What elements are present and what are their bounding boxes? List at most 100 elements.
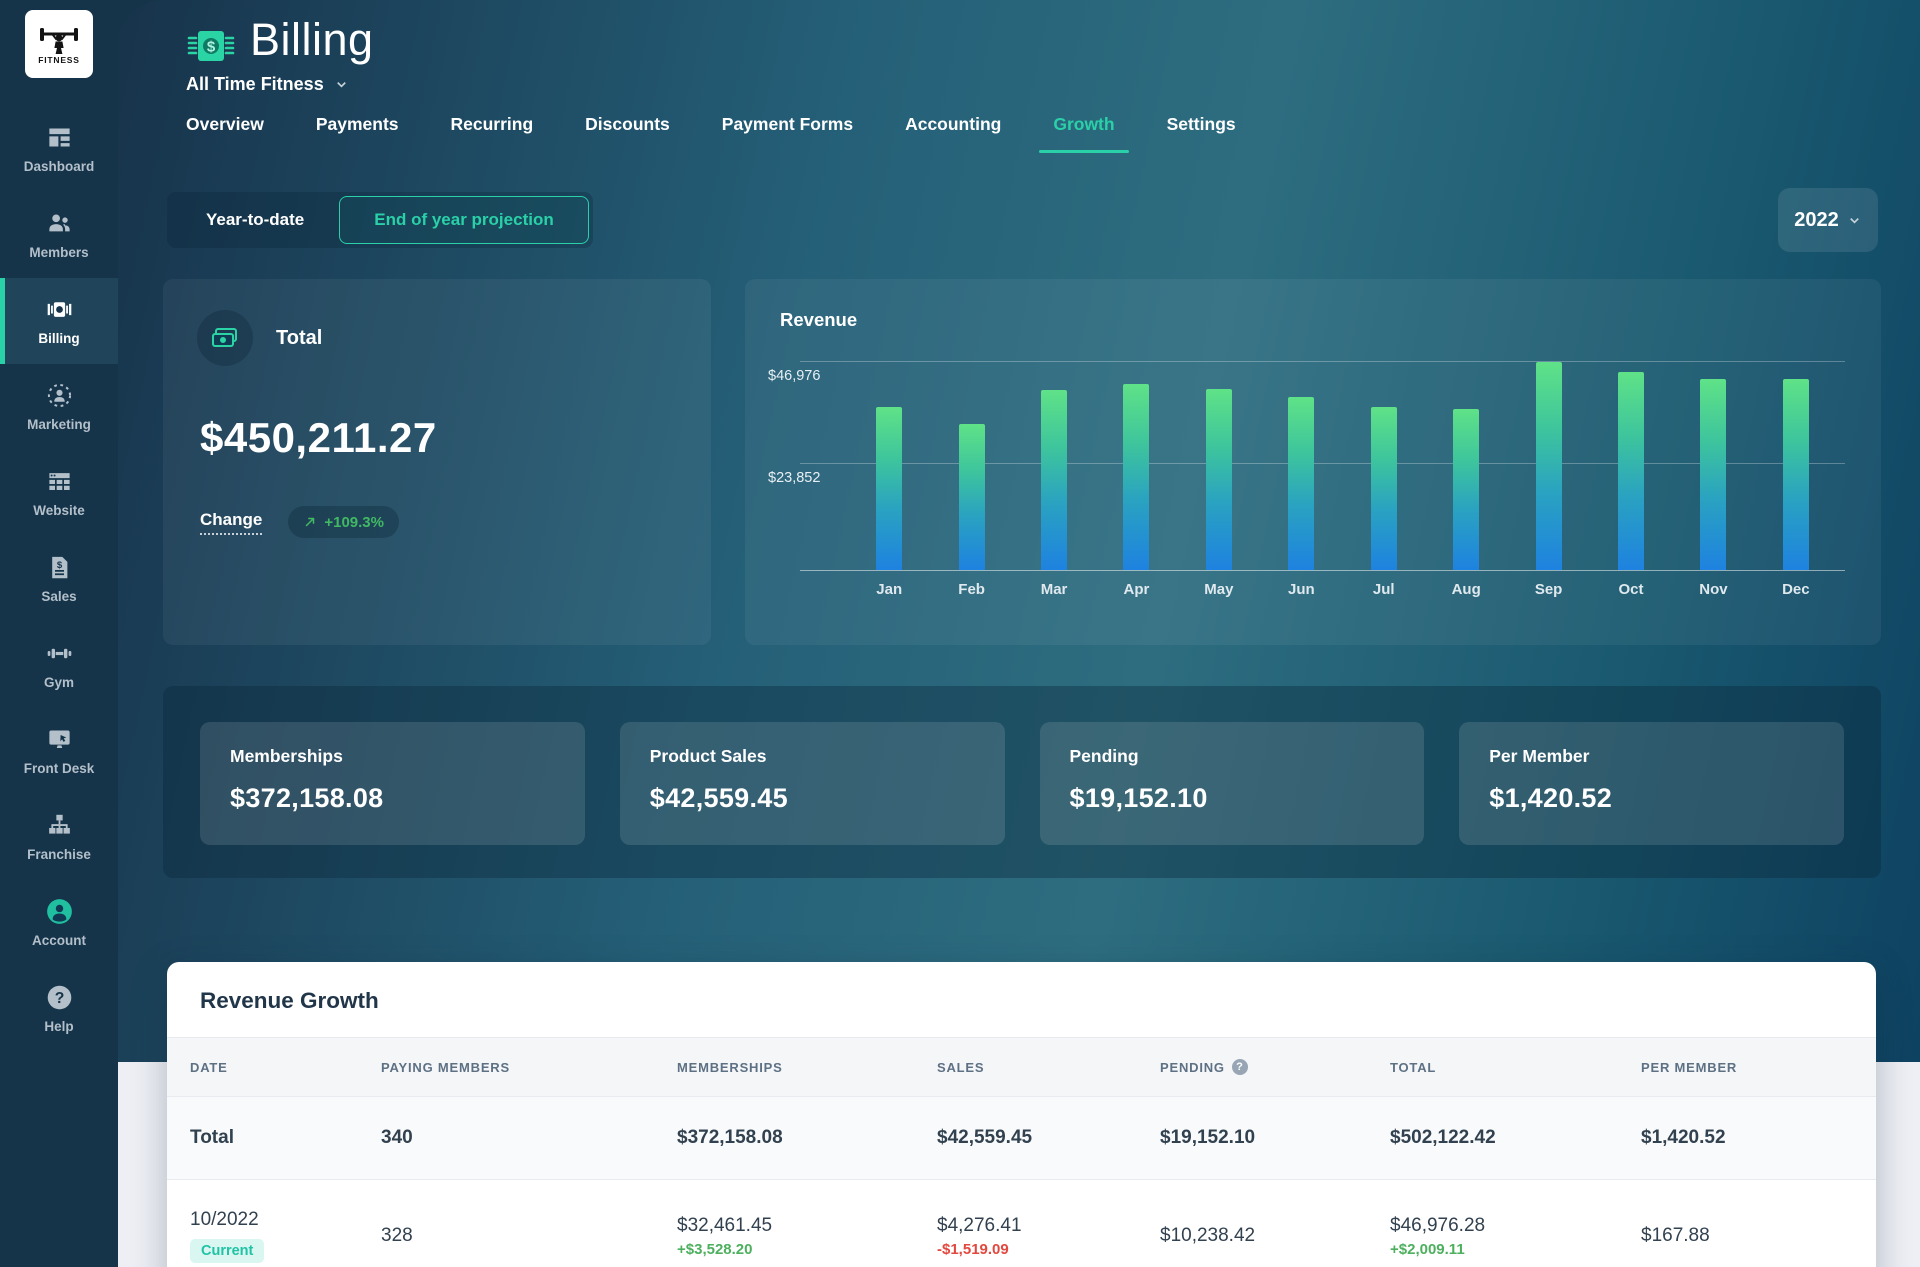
- sidebar-item-marketing[interactable]: Marketing: [0, 364, 118, 450]
- cell-memberships: $32,461.45 +$3,528.20: [677, 1215, 937, 1258]
- stat-label: Per Member: [1489, 746, 1590, 766]
- bar-sep: [1535, 361, 1562, 570]
- stat-label: Pending: [1069, 746, 1139, 766]
- billing-icon: [46, 296, 73, 323]
- chart-x-tick-label: Jun: [1287, 581, 1315, 598]
- stats-band: Memberships $372,158.08 Product Sales $42,5…: [163, 686, 1881, 878]
- cell-per-member-value: $167.88: [1641, 1225, 1710, 1246]
- bar-slot-jul: [1343, 339, 1425, 570]
- tab-discounts[interactable]: Discounts: [585, 114, 670, 134]
- sidebar-item-gym[interactable]: Gym: [0, 622, 118, 708]
- column-header-sales: SALES: [937, 1059, 985, 1075]
- cell-per-member-value: $1,420.52: [1641, 1127, 1726, 1148]
- change-label[interactable]: Change: [200, 510, 263, 535]
- help-icon[interactable]: ?: [1231, 1059, 1248, 1075]
- bar-slot-mar: [1013, 339, 1095, 570]
- organization-selector[interactable]: All Time Fitness: [186, 74, 349, 95]
- sidebar-item-sales[interactable]: $ Sales: [0, 536, 118, 622]
- bar-slot-may: [1178, 339, 1260, 570]
- weightlifter-icon: [40, 27, 78, 54]
- revenue-chart-card: Revenue $23,852 $46,976 Jan Feb Mar Apr May Ju…: [745, 279, 1881, 645]
- tab-recurring[interactable]: Recurring: [450, 114, 534, 134]
- column-header-total: TOTAL: [1390, 1059, 1437, 1075]
- bar-slot-nov: [1672, 339, 1754, 570]
- chart-x-tick-label: Sep: [1534, 581, 1563, 598]
- sidebar-item-front-desk[interactable]: Front Desk: [0, 708, 118, 794]
- sidebar-nav: Dashboard Members Billing Marketing Website $…: [0, 106, 118, 1052]
- tab-payments[interactable]: Payments: [315, 114, 399, 134]
- chart-x-tick-label: Mar: [1040, 581, 1068, 598]
- cell-sales: $42,559.45: [937, 1127, 1160, 1149]
- chart-x-tick-label: May: [1204, 581, 1234, 598]
- stat-value: $19,152.10: [1069, 783, 1208, 813]
- sidebar-item-label: Billing: [38, 331, 80, 346]
- sidebar-item-help[interactable]: ? Help: [0, 966, 118, 1052]
- sidebar-item-members[interactable]: Members: [0, 192, 118, 278]
- franchise-icon: [46, 812, 73, 839]
- toggle-option-end-of-year-projection[interactable]: End of year projection: [339, 196, 589, 244]
- column-header-memberships: MEMBERSHIPS: [677, 1059, 783, 1075]
- tab-settings[interactable]: Settings: [1166, 114, 1236, 134]
- sidebar-item-franchise[interactable]: Franchise: [0, 794, 118, 880]
- cell-memberships-value: $372,158.08: [677, 1127, 783, 1148]
- cell-memberships-delta: +$3,528.20: [677, 1240, 753, 1258]
- bar-slot-jun: [1260, 339, 1342, 570]
- chart-title: Revenue: [780, 309, 858, 330]
- chart-x-tick-label: Aug: [1451, 581, 1481, 598]
- toggle-option-year-to-date[interactable]: Year-to-date: [206, 210, 305, 229]
- total-label: Total: [276, 326, 323, 349]
- sidebar-item-label: Front Desk: [23, 761, 95, 776]
- bar-slot-jan: [848, 339, 930, 570]
- bar-slot-aug: [1425, 339, 1507, 570]
- sidebar-item-dashboard[interactable]: Dashboard: [0, 106, 118, 192]
- revenue-growth-card: Revenue Growth DATE PAYING MEMBERS MEMBERS…: [167, 962, 1876, 1267]
- tab-growth[interactable]: Growth: [1039, 114, 1129, 153]
- sidebar-item-label: Account: [32, 933, 86, 948]
- bar-dec: [1782, 378, 1809, 570]
- sidebar-item-account[interactable]: Account: [0, 880, 118, 966]
- sales-icon: $: [46, 554, 73, 581]
- chart-y-tick-label: $46,976: [768, 368, 821, 384]
- sidebar-item-website[interactable]: Website: [0, 450, 118, 536]
- bar-slot-oct: [1590, 339, 1672, 570]
- cell-date: Total: [190, 1127, 381, 1149]
- bar-slot-dec: [1755, 339, 1837, 570]
- main-content: $ Billing All Time Fitness Overview Payme…: [118, 0, 1920, 1267]
- cell-total-delta: +$2,009.11: [1390, 1240, 1465, 1258]
- projection-toggle: Year-to-date End of year projection: [167, 192, 593, 248]
- year-value: 2022: [1794, 208, 1839, 231]
- cell-paying-members: 328: [381, 1225, 677, 1247]
- sidebar-item-label: Franchise: [27, 847, 91, 862]
- dashboard-icon: [46, 124, 73, 151]
- tab-overview[interactable]: Overview: [186, 114, 264, 134]
- bar-feb: [958, 423, 985, 570]
- stat-value: $1,420.52: [1489, 783, 1613, 813]
- chart-x-tick-label: Jul: [1372, 581, 1395, 598]
- cell-pending-value: $19,152.10: [1160, 1127, 1256, 1148]
- stat-label: Memberships: [230, 746, 343, 766]
- tab-accounting[interactable]: Accounting: [905, 114, 1002, 134]
- year-select[interactable]: 2022: [1778, 188, 1878, 252]
- chart-x-tick-label: Jan: [876, 581, 903, 598]
- bar-oct: [1618, 371, 1644, 570]
- chart-gridline: [800, 463, 1845, 465]
- account-icon: [46, 898, 73, 925]
- chart-y-tick-label: $23,852: [768, 470, 821, 487]
- cell-date: 10/2022 Current: [190, 1209, 381, 1263]
- members-icon: [46, 210, 73, 237]
- stat-card-per-member: Per Member $1,420.52: [1459, 722, 1844, 845]
- column-header-paying-members: PAYING MEMBERS: [381, 1059, 510, 1075]
- bar-aug: [1453, 409, 1480, 570]
- chart-x-tick-label: Dec: [1782, 581, 1810, 598]
- help-icon: ?: [46, 984, 73, 1011]
- tab-payment-forms[interactable]: Payment Forms: [721, 114, 854, 134]
- logo-text: FITNESS: [38, 54, 80, 65]
- cash-icon: [197, 310, 253, 366]
- total-card: Total $450,211.27 Change +109.3%: [163, 279, 711, 645]
- trend-up-icon: [306, 517, 315, 527]
- page-title: Billing: [250, 14, 374, 65]
- sidebar-item-label: Gym: [43, 675, 74, 690]
- cell-total-value: $502,122.42: [1390, 1127, 1496, 1148]
- sidebar-item-billing[interactable]: Billing: [0, 278, 118, 364]
- cell-sales-value: $42,559.45: [937, 1127, 1033, 1148]
